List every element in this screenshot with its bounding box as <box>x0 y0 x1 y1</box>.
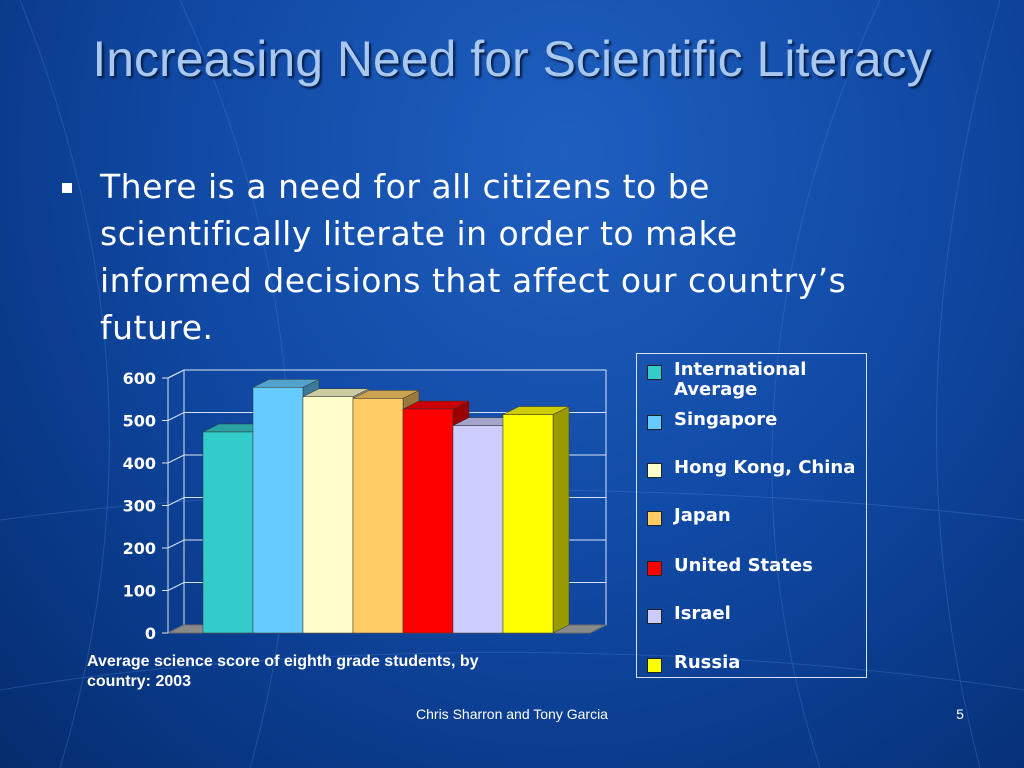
y-tick-label: 0 <box>145 624 156 643</box>
legend-label: Russia <box>674 652 741 673</box>
bar-side <box>552 406 570 634</box>
bar <box>302 396 354 634</box>
y-tick-label: 600 <box>123 369 156 388</box>
y-tick-label: 400 <box>123 454 156 473</box>
legend-label: Singapore <box>674 409 778 430</box>
legend-swatch <box>647 609 662 624</box>
legend-swatch <box>647 658 662 673</box>
chart-legend: International Average Singapore Hong Kong,… <box>636 353 867 678</box>
bar <box>502 414 554 634</box>
slide-footer: Chris Sharron and Tony Garcia <box>416 706 608 722</box>
legend-item: Hong Kong, China <box>647 458 864 478</box>
legend-label: United States <box>674 555 813 576</box>
bullet-text: There is a need for all citizens to be s… <box>100 167 847 347</box>
bar <box>402 408 454 634</box>
y-tick-label: 300 <box>123 497 156 516</box>
gridline <box>167 369 606 379</box>
legend-label: Japan <box>674 505 731 526</box>
legend-swatch <box>647 415 662 430</box>
bar-chart: 0 100 200 300 400 500 600 <box>123 369 607 643</box>
page-number: 5 <box>956 706 964 722</box>
legend-item: Japan <box>647 506 731 526</box>
bar <box>452 425 504 634</box>
legend-label: Israel <box>674 603 731 624</box>
legend-swatch <box>647 561 662 576</box>
bullet-square-icon <box>62 183 72 193</box>
legend-item: Singapore <box>647 410 777 430</box>
legend-label: Hong Kong, China <box>674 457 856 478</box>
legend-label: International Average <box>674 359 807 400</box>
bar <box>252 387 304 634</box>
legend-swatch <box>647 511 662 526</box>
legend-item: Israel <box>647 604 731 624</box>
y-tick-label: 500 <box>123 412 156 431</box>
chart-caption: Average science score of eighth grade st… <box>87 653 479 690</box>
y-tick-label: 200 <box>123 539 156 558</box>
y-tick-label: 100 <box>123 582 156 601</box>
bar <box>202 431 254 634</box>
slide-title: Increasing Need for Scientific Literacy <box>92 31 932 87</box>
legend-item: International Average <box>647 360 864 400</box>
legend-item: United States <box>647 556 813 576</box>
bar <box>352 398 404 634</box>
legend-swatch <box>647 463 662 478</box>
legend-item: Russia <box>647 653 740 673</box>
legend-swatch <box>647 365 662 380</box>
